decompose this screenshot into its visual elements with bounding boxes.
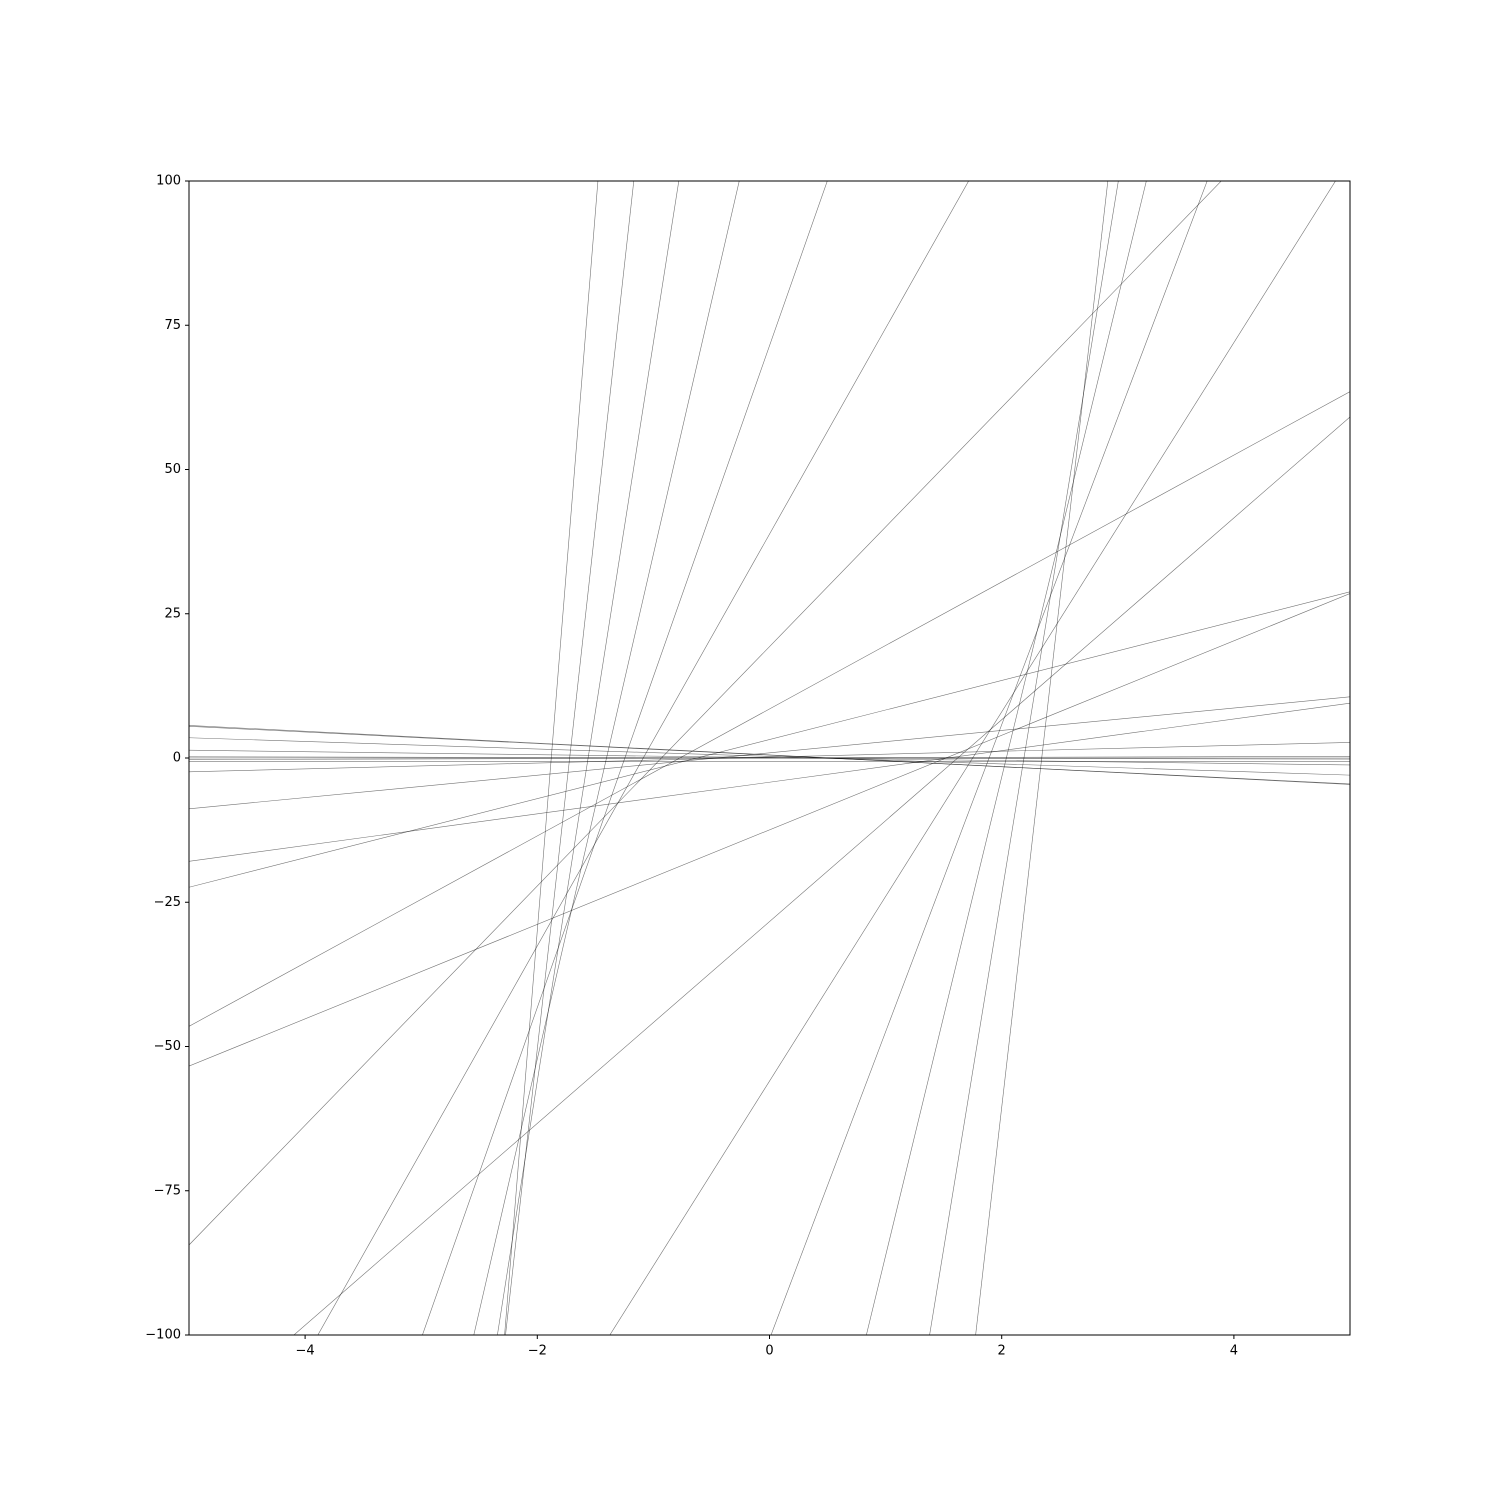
tangent-line: [189, 391, 1350, 1027]
tangent-line: [770, 181, 1208, 1335]
tangent-line: [422, 181, 828, 1335]
tangent-line: [189, 749, 1350, 766]
y-tick-label: 100: [156, 174, 181, 189]
tangent-line: [189, 725, 1350, 785]
tangent-line: [189, 742, 1350, 773]
x-tick-label: 4: [1230, 1344, 1238, 1359]
x-tick-label: 0: [765, 1344, 773, 1359]
x-tick-label: −4: [296, 1344, 315, 1359]
tangent-line: [189, 702, 1350, 862]
y-tick-label: −75: [154, 1183, 181, 1198]
tangent-line: [189, 737, 1350, 776]
tangent-line: [189, 181, 1222, 1246]
x-tick-label: 2: [998, 1344, 1006, 1359]
x-tick-label: −2: [528, 1344, 547, 1359]
y-tick-label: 0: [173, 751, 181, 766]
plot-area: [189, 181, 1350, 1335]
tangent-line: [317, 181, 969, 1335]
y-tick-label: 25: [164, 606, 181, 621]
tangent-line: [189, 591, 1350, 888]
tangent-line: [609, 181, 1336, 1335]
tangent-line: [189, 593, 1350, 1067]
tangent-line: [189, 756, 1350, 760]
y-tick-label: 75: [164, 318, 181, 333]
y-tick-label: −25: [154, 895, 181, 910]
y-tick-label: −100: [145, 1328, 181, 1343]
y-tick-label: 50: [164, 462, 181, 477]
tangent-line: [189, 696, 1350, 810]
y-tick-label: −50: [154, 1039, 181, 1054]
tangent-line: [293, 416, 1350, 1335]
